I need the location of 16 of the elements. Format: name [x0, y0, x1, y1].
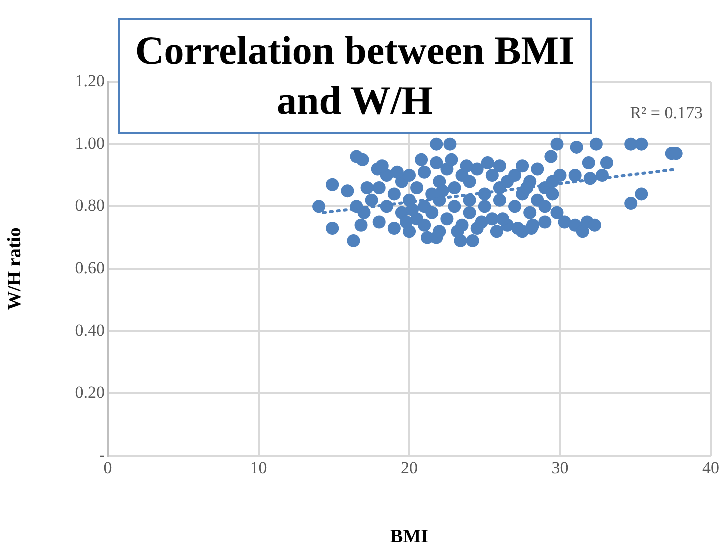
y-tick-label: 1.00: [75, 134, 105, 153]
y-tick-label: -: [99, 445, 106, 464]
x-tick-label: 20: [401, 458, 418, 478]
chart-title: Correlation between BMI and W/H: [118, 18, 592, 134]
annotation: R² = 0.173: [630, 103, 703, 122]
x-tick-label: 40: [702, 458, 720, 478]
y-tick-label: 0.40: [75, 320, 105, 340]
y-tick-label: 1.20: [75, 71, 105, 90]
x-axis-title: BMI: [390, 526, 428, 548]
y-tick-label: 0.20: [75, 383, 105, 402]
y-tick-label: 0.60: [75, 258, 105, 278]
x-tick-label: 30: [552, 458, 569, 478]
x-tick-label: 0: [104, 458, 112, 478]
x-tick-label: 10: [250, 458, 268, 478]
y-tick-label: 0.80: [75, 196, 105, 216]
y-axis-title: W/H ratio: [4, 228, 26, 310]
